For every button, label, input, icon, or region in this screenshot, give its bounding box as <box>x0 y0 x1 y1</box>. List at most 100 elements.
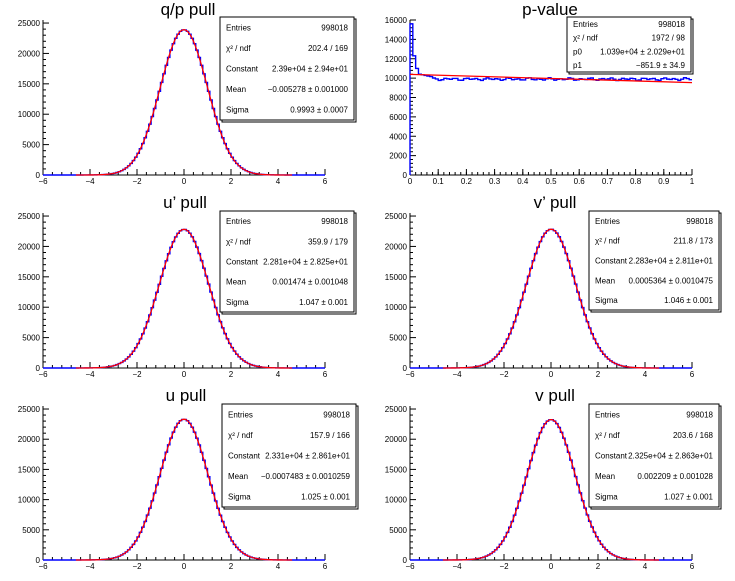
y-tick-label: 5000 <box>22 141 40 150</box>
y-tick-label: 2000 <box>389 152 407 161</box>
stat-value: 1.039e+04 ± 2.029e+01 <box>600 47 685 56</box>
stat-label: Mean <box>595 472 615 481</box>
y-tick-label: 5000 <box>389 526 407 535</box>
stat-label: Constant <box>226 65 259 74</box>
stat-label: Entries <box>228 410 253 419</box>
y-tick-label: 20000 <box>385 242 408 251</box>
stats-box-frame <box>219 16 355 121</box>
stat-value: 0.9993 ± 0.0007 <box>290 106 348 115</box>
stat-value: 2.39e+04 ± 2.94e+01 <box>272 65 349 74</box>
x-tick-label: −4 <box>85 370 95 379</box>
y-tick-label: 10000 <box>18 110 41 119</box>
stat-label: p1 <box>573 61 582 70</box>
x-tick-label: 0.8 <box>630 177 642 186</box>
x-tick-label: 0.3 <box>489 177 501 186</box>
y-tick-label: 20000 <box>18 49 41 58</box>
stat-value: 998018 <box>686 410 713 419</box>
stat-value: 1.027 ± 0.001 <box>664 493 713 502</box>
x-tick-label: 4 <box>276 370 281 379</box>
stat-label: χ² / ndf <box>573 34 598 43</box>
stat-label: Entries <box>226 217 251 226</box>
x-tick-label: −6 <box>405 562 415 571</box>
chart-title: u’ pull <box>163 193 207 212</box>
y-tick-label: 15000 <box>385 465 408 474</box>
stat-value: 2.283e+04 ± 2.811e+01 <box>629 257 714 266</box>
chart-title: u pull <box>166 386 207 405</box>
stat-label: Mean <box>595 276 615 285</box>
stats-box-frame <box>566 16 692 73</box>
y-tick-label: 10000 <box>385 74 408 83</box>
stats-box-frame <box>588 210 720 311</box>
stats-box: Entries 998018 χ² / ndf 203.6 / 168 Constant… <box>588 403 722 510</box>
y-tick-label: 10000 <box>385 496 408 505</box>
x-tick-label: −4 <box>85 177 95 186</box>
stat-label: Mean <box>226 278 246 287</box>
x-tick-label: −2 <box>132 562 142 571</box>
stats-box: Entries 998018 χ² / ndf 211.8 / 173 Constant… <box>588 210 722 313</box>
stat-label: χ² / ndf <box>226 44 251 53</box>
y-tick-label: 4000 <box>389 132 407 141</box>
x-tick-label: 1 <box>690 177 695 186</box>
x-tick-label: 0 <box>182 177 187 186</box>
x-tick-label: 6 <box>323 370 328 379</box>
x-tick-label: 2 <box>229 177 234 186</box>
y-tick-label: 20000 <box>18 242 41 251</box>
stats-box-frame <box>221 403 357 508</box>
stat-value: 0.0005364 ± 0.0010475 <box>629 276 714 285</box>
stats-box-frame <box>219 210 355 313</box>
x-tick-label: 2 <box>229 562 234 571</box>
y-tick-label: 0 <box>403 171 408 180</box>
x-tick-label: −4 <box>452 370 462 379</box>
stat-value: 202.4 / 169 <box>308 44 349 53</box>
y-tick-label: 0 <box>403 556 408 565</box>
stat-value: 203.6 / 168 <box>673 431 714 440</box>
stats-box: Entries 998018 χ² / ndf 157.9 / 166 Constant… <box>221 403 359 510</box>
y-tick-label: 12000 <box>385 55 408 64</box>
y-tick-label: 5000 <box>22 334 40 343</box>
panel-6: v pull −6 −4 −2 0 2 4 6 0 5000 10000 15000 20000 2500… <box>385 386 722 571</box>
x-tick-label: 0.1 <box>433 177 445 186</box>
stat-value: 2.281e+04 ± 2.825e+01 <box>263 258 348 267</box>
y-tick-label: 8000 <box>389 94 407 103</box>
stat-value: −0.005278 ± 0.001000 <box>268 85 349 94</box>
y-tick-label: 10000 <box>385 303 408 312</box>
x-tick-label: 6 <box>323 177 328 186</box>
stat-value: 157.9 / 166 <box>310 431 351 440</box>
x-tick-label: 4 <box>276 177 281 186</box>
y-tick-label: 20000 <box>385 435 408 444</box>
stat-value: 0.002209 ± 0.001028 <box>637 472 713 481</box>
stat-value: 998018 <box>323 410 350 419</box>
stat-label: Sigma <box>595 493 618 502</box>
y-tick-label: 0 <box>403 364 408 373</box>
panel-1: q/p pull −6 −4 −2 0 2 4 6 0 5000 10000 15000 20000 25… <box>18 0 357 186</box>
stat-label: χ² / ndf <box>595 431 620 440</box>
y-tick-label: 5000 <box>389 334 407 343</box>
y-tick-label: 15000 <box>18 80 41 89</box>
stat-label: Constant <box>228 452 261 461</box>
stat-label: Mean <box>226 85 246 94</box>
stat-value: 2.331e+04 ± 2.861e+01 <box>265 452 350 461</box>
x-tick-label: 6 <box>690 562 695 571</box>
x-tick-label: 4 <box>643 370 648 379</box>
x-tick-label: 2 <box>596 562 601 571</box>
y-tick-label: 10000 <box>18 496 41 505</box>
stat-label: Sigma <box>226 298 249 307</box>
stat-label: Constant <box>595 452 628 461</box>
x-tick-label: −2 <box>499 562 509 571</box>
x-tick-label: 2 <box>229 370 234 379</box>
x-tick-label: −4 <box>85 562 95 571</box>
stat-label: Constant <box>226 258 259 267</box>
stat-value: 1.025 ± 0.001 <box>301 493 350 502</box>
gaussian-fit-series <box>75 29 293 176</box>
stat-value: 0.001474 ± 0.001048 <box>272 278 348 287</box>
panel-4: v’ pull −6 −4 −2 0 2 4 6 0 5000 10000 15000 20000 250… <box>385 193 722 379</box>
stat-label: Mean <box>228 472 248 481</box>
x-tick-label: −6 <box>405 370 415 379</box>
histogram-series <box>409 23 692 175</box>
stat-label: χ² / ndf <box>595 237 620 246</box>
y-tick-label: 25000 <box>18 19 41 28</box>
linear-fit-series <box>409 73 693 84</box>
gaussian-fit-series <box>75 228 293 369</box>
y-tick-label: 5000 <box>22 526 40 535</box>
stat-value: 1.046 ± 0.001 <box>664 296 713 305</box>
